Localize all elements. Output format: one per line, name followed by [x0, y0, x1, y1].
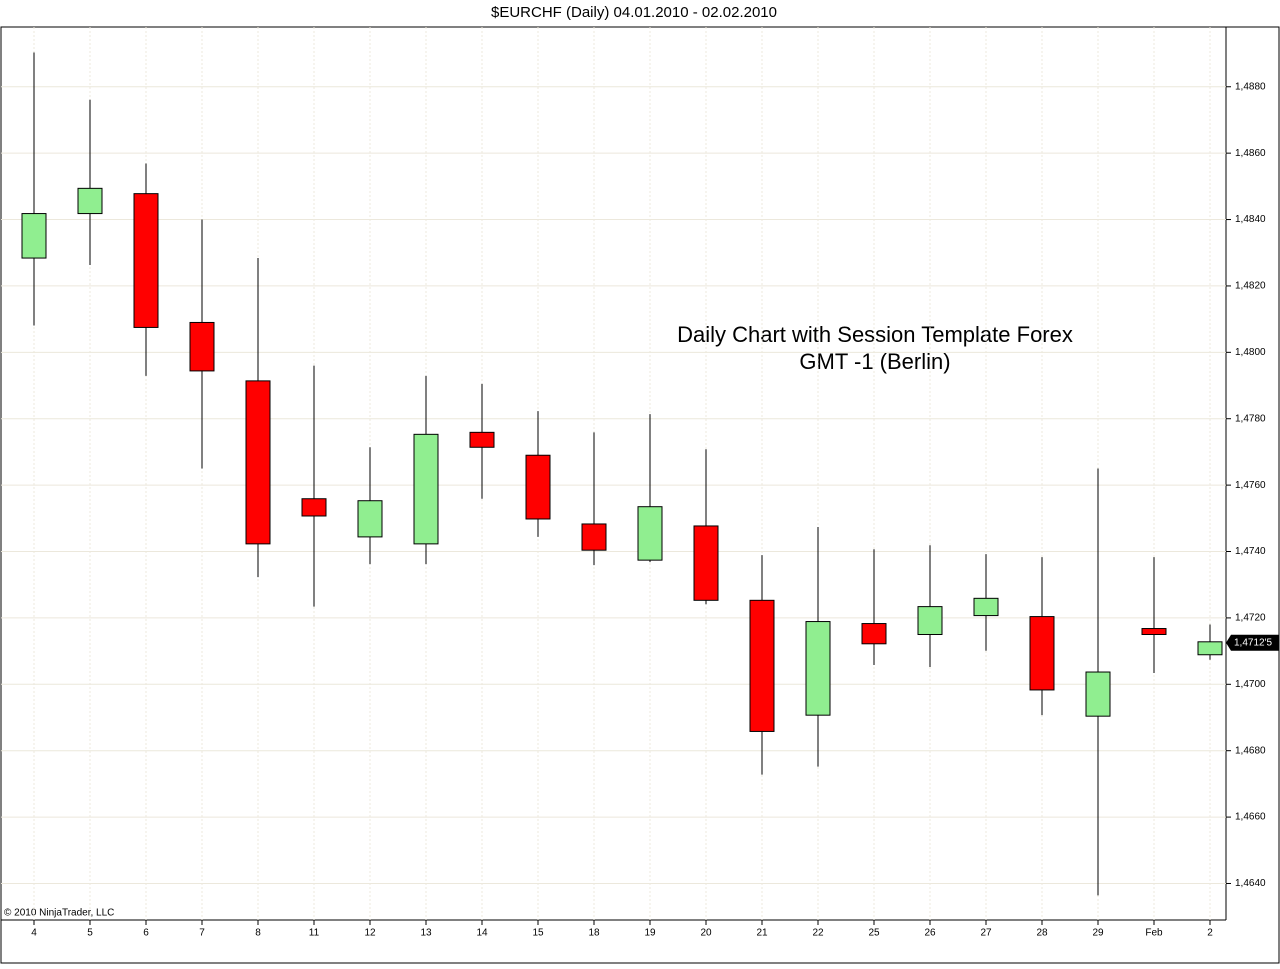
candle-body [749, 599, 775, 732]
y-tick-label: 1,4740 [1235, 546, 1266, 557]
x-tick-label: 19 [644, 928, 656, 939]
x-tick-label: 11 [309, 928, 320, 939]
x-tick-label: 14 [476, 928, 488, 939]
x-tick-label: 13 [420, 928, 432, 939]
candle-body [77, 187, 103, 215]
last-price-marker [1226, 634, 1279, 651]
y-tick-label: 1,4720 [1235, 613, 1266, 624]
y-tick-label: 1,4680 [1235, 745, 1266, 756]
annotation: Daily Chart with Session Template Forex [677, 322, 1073, 347]
candle-body [1197, 641, 1223, 656]
y-tick-label: 1,4820 [1235, 281, 1266, 292]
x-tick-label: 18 [588, 928, 600, 939]
candle-body [693, 525, 719, 601]
candle-body [189, 321, 215, 372]
x-tick-label: 5 [87, 928, 93, 939]
x-tick-label: 29 [1092, 928, 1104, 939]
candle-body [525, 454, 551, 520]
candle-body [133, 193, 159, 328]
candle-body [1029, 616, 1055, 691]
x-tick-label: 12 [364, 928, 376, 939]
candle-body [245, 380, 271, 545]
chart-title: $EURCHF (Daily) 04.01.2010 - 02.02.2010 [491, 4, 777, 21]
y-tick-label: 1,4880 [1235, 81, 1266, 92]
x-tick-label: 8 [255, 928, 261, 939]
x-tick-label: 7 [199, 928, 205, 939]
candle-body [1141, 628, 1167, 636]
candle-body [469, 431, 495, 448]
x-tick-label: 28 [1036, 928, 1048, 939]
x-tick-label: 25 [868, 928, 880, 939]
y-tick-label: 1,4840 [1235, 214, 1266, 225]
candle-body [21, 213, 47, 259]
candle-body [413, 433, 439, 545]
candle-body [581, 523, 607, 551]
x-tick-label: 27 [980, 928, 992, 939]
candle-body [805, 621, 831, 716]
candle-body [917, 606, 943, 636]
last-price-label: 1,4712'5 [1234, 637, 1272, 648]
x-tick-label: 20 [700, 928, 712, 939]
candle-body [301, 498, 327, 517]
chart-frame [0, 26, 1280, 964]
annotation: GMT -1 (Berlin) [799, 349, 950, 374]
x-tick-label: 6 [143, 928, 149, 939]
x-tick-label: 21 [756, 928, 768, 939]
x-tick-label: 2 [1207, 928, 1213, 939]
y-tick-label: 1,4800 [1235, 347, 1266, 358]
x-tick-label: 26 [924, 928, 936, 939]
y-tick-label: 1,4780 [1235, 413, 1266, 424]
x-tick-label: Feb [1145, 928, 1163, 939]
y-tick-label: 1,4660 [1235, 812, 1266, 823]
candle-body [973, 597, 999, 617]
y-tick-label: 1,4860 [1235, 148, 1266, 159]
y-tick-label: 1,4760 [1235, 480, 1266, 491]
x-tick-label: 4 [31, 928, 37, 939]
y-tick-label: 1,4700 [1235, 679, 1266, 690]
copyright: © 2010 NinjaTrader, LLC [4, 908, 114, 919]
y-tick-label: 1,4640 [1235, 878, 1266, 889]
x-tick-label: 22 [812, 928, 824, 939]
x-tick-label: 15 [532, 928, 544, 939]
candle-body [861, 623, 887, 645]
candle-body [1085, 671, 1111, 717]
candle-body [637, 506, 663, 561]
candle-body [357, 500, 383, 538]
